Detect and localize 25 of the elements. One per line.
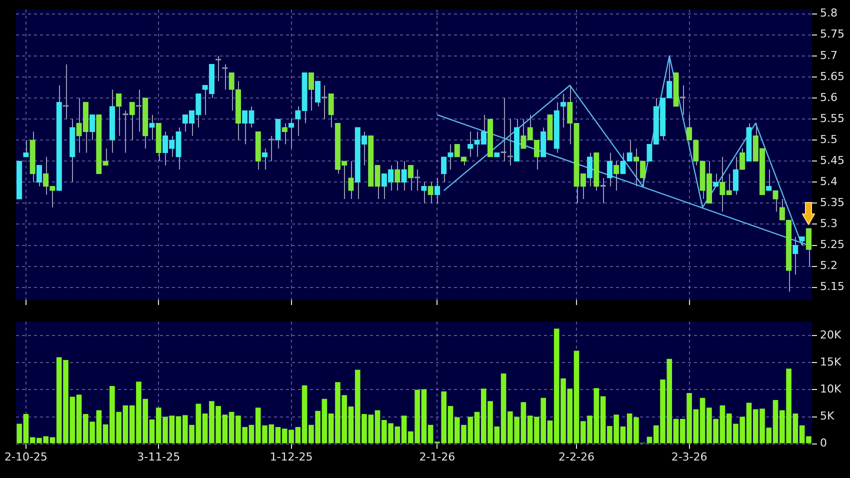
y-tick-label: 5.75 bbox=[820, 28, 844, 41]
y-tick-label: 5.3 bbox=[820, 217, 838, 230]
y-tick-label: 5K bbox=[820, 410, 835, 423]
y-tick-label: 5.35 bbox=[820, 196, 844, 210]
y-tick-label: 5.8 bbox=[820, 6, 838, 20]
x-tick-label: 2-2-26 bbox=[558, 450, 594, 464]
y-tick-label: 5.4 bbox=[820, 175, 838, 188]
y-tick-label: 20K bbox=[820, 328, 842, 342]
y-tick-label: 15K bbox=[820, 356, 842, 369]
y-tick-label: 5.15 bbox=[820, 280, 844, 294]
x-tick-label: 2-10-25 bbox=[4, 450, 48, 464]
y-tick-label: 5.7 bbox=[820, 48, 838, 62]
y-tick-label: 5.65 bbox=[820, 70, 844, 83]
y-tick-label: 5.25 bbox=[820, 238, 844, 252]
y-tick-label: 5.2 bbox=[820, 259, 838, 272]
x-tick-label: 3-11-25 bbox=[137, 450, 180, 464]
y-tick-label: 5.55 bbox=[820, 112, 844, 125]
y-tick-label: 0 bbox=[820, 436, 827, 450]
y-tick-label: 5.5 bbox=[820, 132, 838, 146]
y-tick-label: 5.45 bbox=[820, 154, 844, 167]
x-tick-label: 2-3-26 bbox=[671, 450, 708, 464]
y-tick-label: 5.6 bbox=[820, 90, 838, 104]
x-tick-label: 1-12-25 bbox=[270, 450, 313, 464]
x-tick-label: 2-1-26 bbox=[419, 450, 456, 464]
y-tick-label: 10K bbox=[820, 382, 842, 396]
